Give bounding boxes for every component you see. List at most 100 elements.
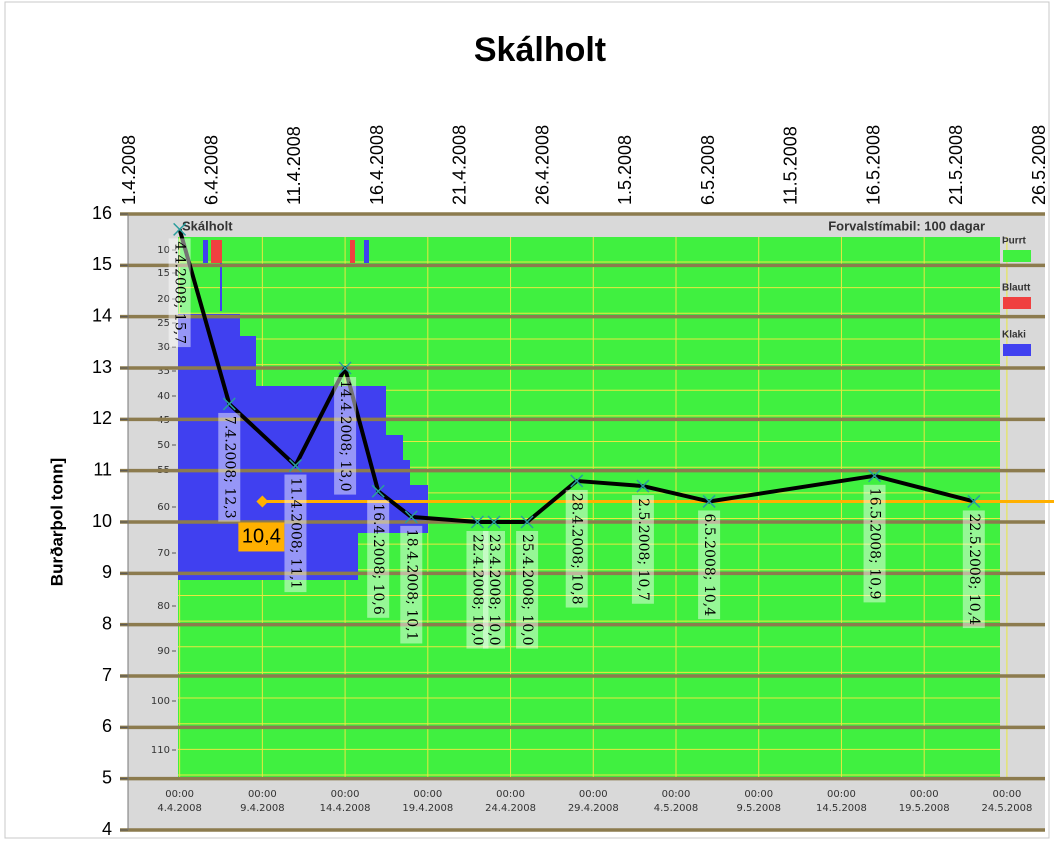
inner-date-label: 24.5.2008 <box>981 803 1032 814</box>
y-tick-label: 12 <box>92 408 112 428</box>
inner-time-label: 00:00 <box>744 789 773 800</box>
inner-time-label: 00:00 <box>579 789 608 800</box>
data-label: 22.4.2008; 10,0 <box>466 531 489 649</box>
depth-tick-label: 100 <box>151 696 170 707</box>
depth-tick-label: 20 <box>157 294 170 305</box>
y-tick-label: 4 <box>102 819 112 839</box>
inner-date-label: 24.4.2008 <box>485 803 536 814</box>
point-marker <box>371 484 385 498</box>
data-label: 16.4.2008; 10,6 <box>367 500 390 618</box>
point-marker <box>338 361 352 375</box>
data-label-box <box>284 474 307 593</box>
data-label-text: 16.4.2008; 10,6 <box>370 503 386 615</box>
chart-title: Skálholt <box>474 31 606 69</box>
depth-tick-label: 60 <box>157 502 170 513</box>
point-marker <box>520 515 534 529</box>
x-tick-label: 1.5.2008 <box>615 135 635 205</box>
y-tick-label: 14 <box>92 305 112 325</box>
data-label: 11.4.2008; 11,1 <box>284 474 307 593</box>
data-label: 16.5.2008; 10,9 <box>863 484 886 603</box>
inner-time-label: 00:00 <box>248 789 277 800</box>
data-label-box <box>334 377 357 495</box>
depth-tick-label: 80 <box>157 601 170 612</box>
depth-tick-label: 70 <box>157 548 170 559</box>
point-marker <box>636 479 650 493</box>
data-label: 4.4.2008; 15,7 <box>168 238 191 348</box>
depth-tick-label: 15 <box>157 268 170 279</box>
data-label-text: 14.4.2008; 13,0 <box>337 380 353 492</box>
data-label-text: 18.4.2008; 10,1 <box>403 529 419 641</box>
reference-label-box <box>238 522 285 552</box>
data-label-box <box>516 531 539 649</box>
inner-time-label: 00:00 <box>662 789 691 800</box>
data-label: 23.4.2008; 10,0 <box>483 531 505 649</box>
point-marker <box>404 510 418 524</box>
inner-time-label: 00:00 <box>992 789 1021 800</box>
inner-time-label: 00:00 <box>413 789 442 800</box>
point-marker <box>868 469 882 483</box>
inner-time-label: 00:00 <box>496 789 525 800</box>
depth-tick-label: 25 <box>157 318 170 329</box>
legend-swatch <box>1003 297 1031 309</box>
x-tick-label: 16.4.2008 <box>367 125 387 205</box>
data-label-text: 22.4.2008; 10,0 <box>469 534 485 646</box>
depth-tick-label: 110 <box>151 745 170 756</box>
y-axis-label: Burðarþol tonn] <box>47 458 66 586</box>
data-label: 22.5.2008; 10,4 <box>962 510 985 629</box>
data-label-text: 28.4.2008; 10,8 <box>569 493 585 605</box>
data-label-text: 11.4.2008; 11,1 <box>287 478 303 590</box>
legend-label: Blautt <box>1002 283 1031 294</box>
data-label: 28.4.2008; 10,8 <box>565 489 588 608</box>
data-label-box <box>367 500 390 618</box>
x-tick-label: 26.5.2008 <box>1029 125 1049 205</box>
depth-tick-label: 10 <box>157 245 170 256</box>
data-label-text: 2.5.2008; 10,7 <box>635 498 651 601</box>
data-label-box <box>863 484 886 603</box>
data-label-box <box>483 531 505 649</box>
y-tick-label: 7 <box>102 665 112 685</box>
data-label-box <box>962 510 985 629</box>
inner-time-label: 00:00 <box>165 789 194 800</box>
inner-time-label: 00:00 <box>331 789 360 800</box>
x-tick-label: 21.5.2008 <box>946 125 966 205</box>
data-label-text: 25.4.2008; 10,0 <box>519 534 535 646</box>
legend-swatch <box>1003 250 1031 262</box>
depth-tick-label: 40 <box>157 391 170 402</box>
point-marker <box>967 494 981 508</box>
data-label: 7.4.2008; 12,3 <box>218 412 241 522</box>
y-tick-label: 9 <box>102 562 112 582</box>
legend-label: Þurrt <box>1002 236 1027 247</box>
y-tick-label: 5 <box>102 767 112 787</box>
point-marker <box>470 515 484 529</box>
data-label-box <box>218 412 241 522</box>
inner-date-label: 9.4.2008 <box>240 803 285 814</box>
inner-date-label: 29.4.2008 <box>568 803 619 814</box>
inner-date-label: 19.5.2008 <box>899 803 950 814</box>
point-marker <box>173 222 187 236</box>
point-marker <box>702 494 716 508</box>
y-tick-label: 8 <box>102 613 112 633</box>
data-label-box <box>631 495 654 604</box>
y-tick-label: 10 <box>92 511 112 531</box>
data-label: 2.5.2008; 10,7 <box>631 495 654 604</box>
x-tick-label: 1.4.2008 <box>119 135 139 205</box>
data-label-text: 23.4.2008; 10,0 <box>486 534 502 646</box>
point-marker <box>222 397 236 411</box>
data-label: 14.4.2008; 13,0 <box>334 377 357 495</box>
point-marker <box>570 474 584 488</box>
x-tick-label: 11.4.2008 <box>284 126 304 205</box>
inner-date-label: 9.5.2008 <box>736 803 781 814</box>
data-label-box <box>400 525 423 644</box>
y-tick-label: 15 <box>92 254 112 274</box>
legend-label: Klaki <box>1002 330 1026 341</box>
legend-swatch <box>1003 344 1031 356</box>
x-tick-label: 6.5.2008 <box>698 135 718 205</box>
x-tick-label: 16.5.2008 <box>863 125 883 205</box>
data-label: 18.4.2008; 10,1 <box>400 525 423 644</box>
data-label: 6.5.2008; 10,4 <box>698 510 721 620</box>
x-tick-label: 26.4.2008 <box>532 125 552 205</box>
point-marker <box>487 515 501 529</box>
depth-tick-label: 90 <box>157 646 170 657</box>
